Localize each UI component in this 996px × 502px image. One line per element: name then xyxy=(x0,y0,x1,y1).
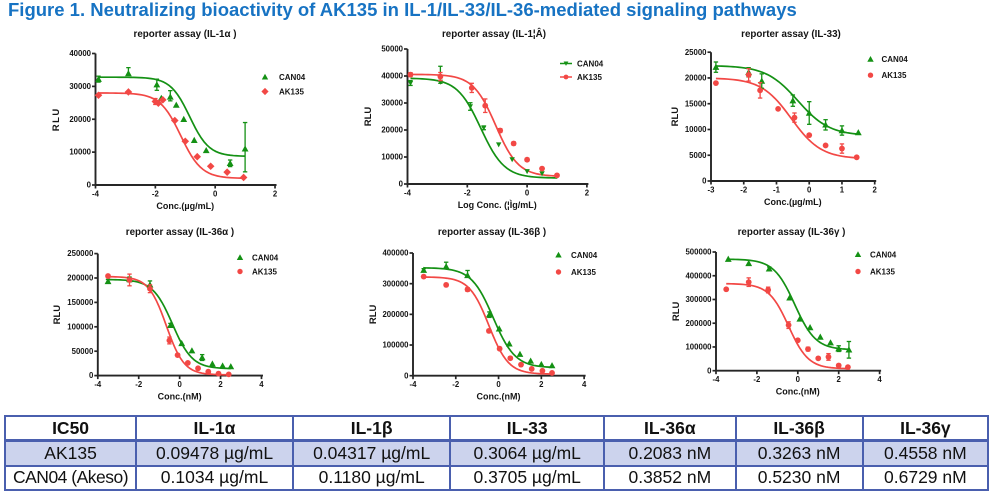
svg-text:Conc.(nM): Conc.(nM) xyxy=(158,392,202,402)
svg-text:0: 0 xyxy=(796,375,801,384)
svg-text:Log Conc. (¦Ìg/mL): Log Conc. (¦Ìg/mL) xyxy=(458,200,537,210)
svg-text:-4: -4 xyxy=(92,190,100,199)
svg-text:50000: 50000 xyxy=(381,45,403,54)
svg-text:RLU: RLU xyxy=(670,107,681,127)
svg-text:Conc.(nM): Conc.(nM) xyxy=(776,387,820,397)
svg-text:-4: -4 xyxy=(410,380,418,389)
svg-text:Conc.(nM): Conc.(nM) xyxy=(477,392,521,402)
svg-text:RLU: RLU xyxy=(368,304,379,324)
svg-text:RLU: RLU xyxy=(51,107,62,131)
svg-text:4: 4 xyxy=(582,380,587,389)
svg-text:-2: -2 xyxy=(753,375,761,384)
svg-text:2: 2 xyxy=(273,190,278,199)
svg-text:200000: 200000 xyxy=(382,310,409,319)
svg-text:30000: 30000 xyxy=(69,82,91,91)
svg-text:AK135: AK135 xyxy=(279,87,304,96)
svg-text:0: 0 xyxy=(399,180,404,189)
svg-text:2: 2 xyxy=(585,189,590,198)
svg-text:-3: -3 xyxy=(708,186,716,195)
svg-text:50000: 50000 xyxy=(72,347,94,356)
svg-text:CAN04: CAN04 xyxy=(571,251,598,260)
svg-text:10000: 10000 xyxy=(381,153,403,162)
svg-text:30000: 30000 xyxy=(381,99,403,108)
svg-text:20000: 20000 xyxy=(69,115,91,124)
svg-text:0: 0 xyxy=(525,189,530,198)
svg-text:RLU: RLU xyxy=(363,107,374,127)
svg-text:CAN04: CAN04 xyxy=(577,59,604,68)
svg-text:0: 0 xyxy=(496,380,501,389)
svg-text:CAN04: CAN04 xyxy=(882,55,909,64)
svg-text:RLU: RLU xyxy=(52,305,63,325)
svg-text:150000: 150000 xyxy=(67,298,94,307)
svg-text:-1: -1 xyxy=(773,186,781,195)
svg-text:0: 0 xyxy=(707,366,712,375)
svg-text:RLU: RLU xyxy=(671,301,682,321)
svg-text:2: 2 xyxy=(837,375,842,384)
svg-text:15000: 15000 xyxy=(685,99,707,108)
svg-text:200000: 200000 xyxy=(67,274,94,283)
svg-text:AK135: AK135 xyxy=(577,73,602,82)
svg-text:10000: 10000 xyxy=(685,125,707,134)
svg-text:reporter assay (IL-33): reporter assay (IL-33) xyxy=(741,29,841,40)
svg-text:300000: 300000 xyxy=(685,295,712,304)
svg-text:Conc.(µg/mL): Conc.(µg/mL) xyxy=(156,201,214,211)
svg-text:0: 0 xyxy=(89,371,94,380)
svg-text:-4: -4 xyxy=(94,380,102,389)
svg-text:0: 0 xyxy=(404,371,409,380)
svg-text:Conc.(µg/mL): Conc.(µg/mL) xyxy=(764,197,822,207)
svg-text:20000: 20000 xyxy=(685,74,707,83)
svg-text:-2: -2 xyxy=(152,190,160,199)
svg-text:AK135: AK135 xyxy=(252,267,277,276)
svg-text:500000: 500000 xyxy=(685,248,712,257)
svg-text:-4: -4 xyxy=(713,375,721,384)
svg-text:200000: 200000 xyxy=(685,319,712,328)
svg-text:CAN04: CAN04 xyxy=(252,253,279,262)
svg-text:-2: -2 xyxy=(740,186,748,195)
svg-text:100000: 100000 xyxy=(382,341,409,350)
svg-text:40000: 40000 xyxy=(69,49,91,58)
svg-text:10000: 10000 xyxy=(69,148,91,157)
svg-text:40000: 40000 xyxy=(381,72,403,81)
svg-text:1: 1 xyxy=(840,186,845,195)
svg-text:0: 0 xyxy=(702,177,707,186)
svg-text:100000: 100000 xyxy=(685,343,712,352)
svg-text:300000: 300000 xyxy=(382,279,409,288)
svg-text:-2: -2 xyxy=(452,380,460,389)
svg-text:400000: 400000 xyxy=(685,271,712,280)
svg-text:20000: 20000 xyxy=(381,126,403,135)
svg-text:2: 2 xyxy=(873,186,878,195)
svg-text:reporter assay (IL-1α ): reporter assay (IL-1α ) xyxy=(134,29,237,40)
svg-text:0: 0 xyxy=(87,181,92,190)
svg-text:-2: -2 xyxy=(464,189,472,198)
svg-text:CAN04: CAN04 xyxy=(279,73,306,82)
svg-text:0: 0 xyxy=(807,186,812,195)
svg-text:AK135: AK135 xyxy=(882,71,907,80)
svg-text:CAN04: CAN04 xyxy=(870,250,897,259)
svg-text:reporter assay (IL-36γ ): reporter assay (IL-36γ ) xyxy=(738,227,846,238)
svg-text:100000: 100000 xyxy=(67,322,94,331)
svg-text:4: 4 xyxy=(259,380,264,389)
svg-text:2: 2 xyxy=(218,380,223,389)
svg-text:reporter assay (IL-36β ): reporter assay (IL-36β ) xyxy=(438,227,546,238)
svg-text:0: 0 xyxy=(177,380,182,389)
svg-text:-4: -4 xyxy=(404,189,412,198)
svg-text:reporter assay (IL-1¦Â): reporter assay (IL-1¦Â) xyxy=(442,28,546,40)
svg-text:0: 0 xyxy=(213,190,218,199)
svg-text:AK135: AK135 xyxy=(870,267,895,276)
svg-text:400000: 400000 xyxy=(382,249,409,258)
svg-text:25000: 25000 xyxy=(685,48,707,57)
svg-text:250000: 250000 xyxy=(67,249,94,258)
svg-text:5000: 5000 xyxy=(689,151,707,160)
svg-text:AK135: AK135 xyxy=(571,268,596,277)
svg-text:-2: -2 xyxy=(135,380,143,389)
svg-text:4: 4 xyxy=(877,375,882,384)
svg-text:2: 2 xyxy=(539,380,544,389)
svg-text:reporter assay (IL-36α ): reporter assay (IL-36α ) xyxy=(126,227,234,238)
